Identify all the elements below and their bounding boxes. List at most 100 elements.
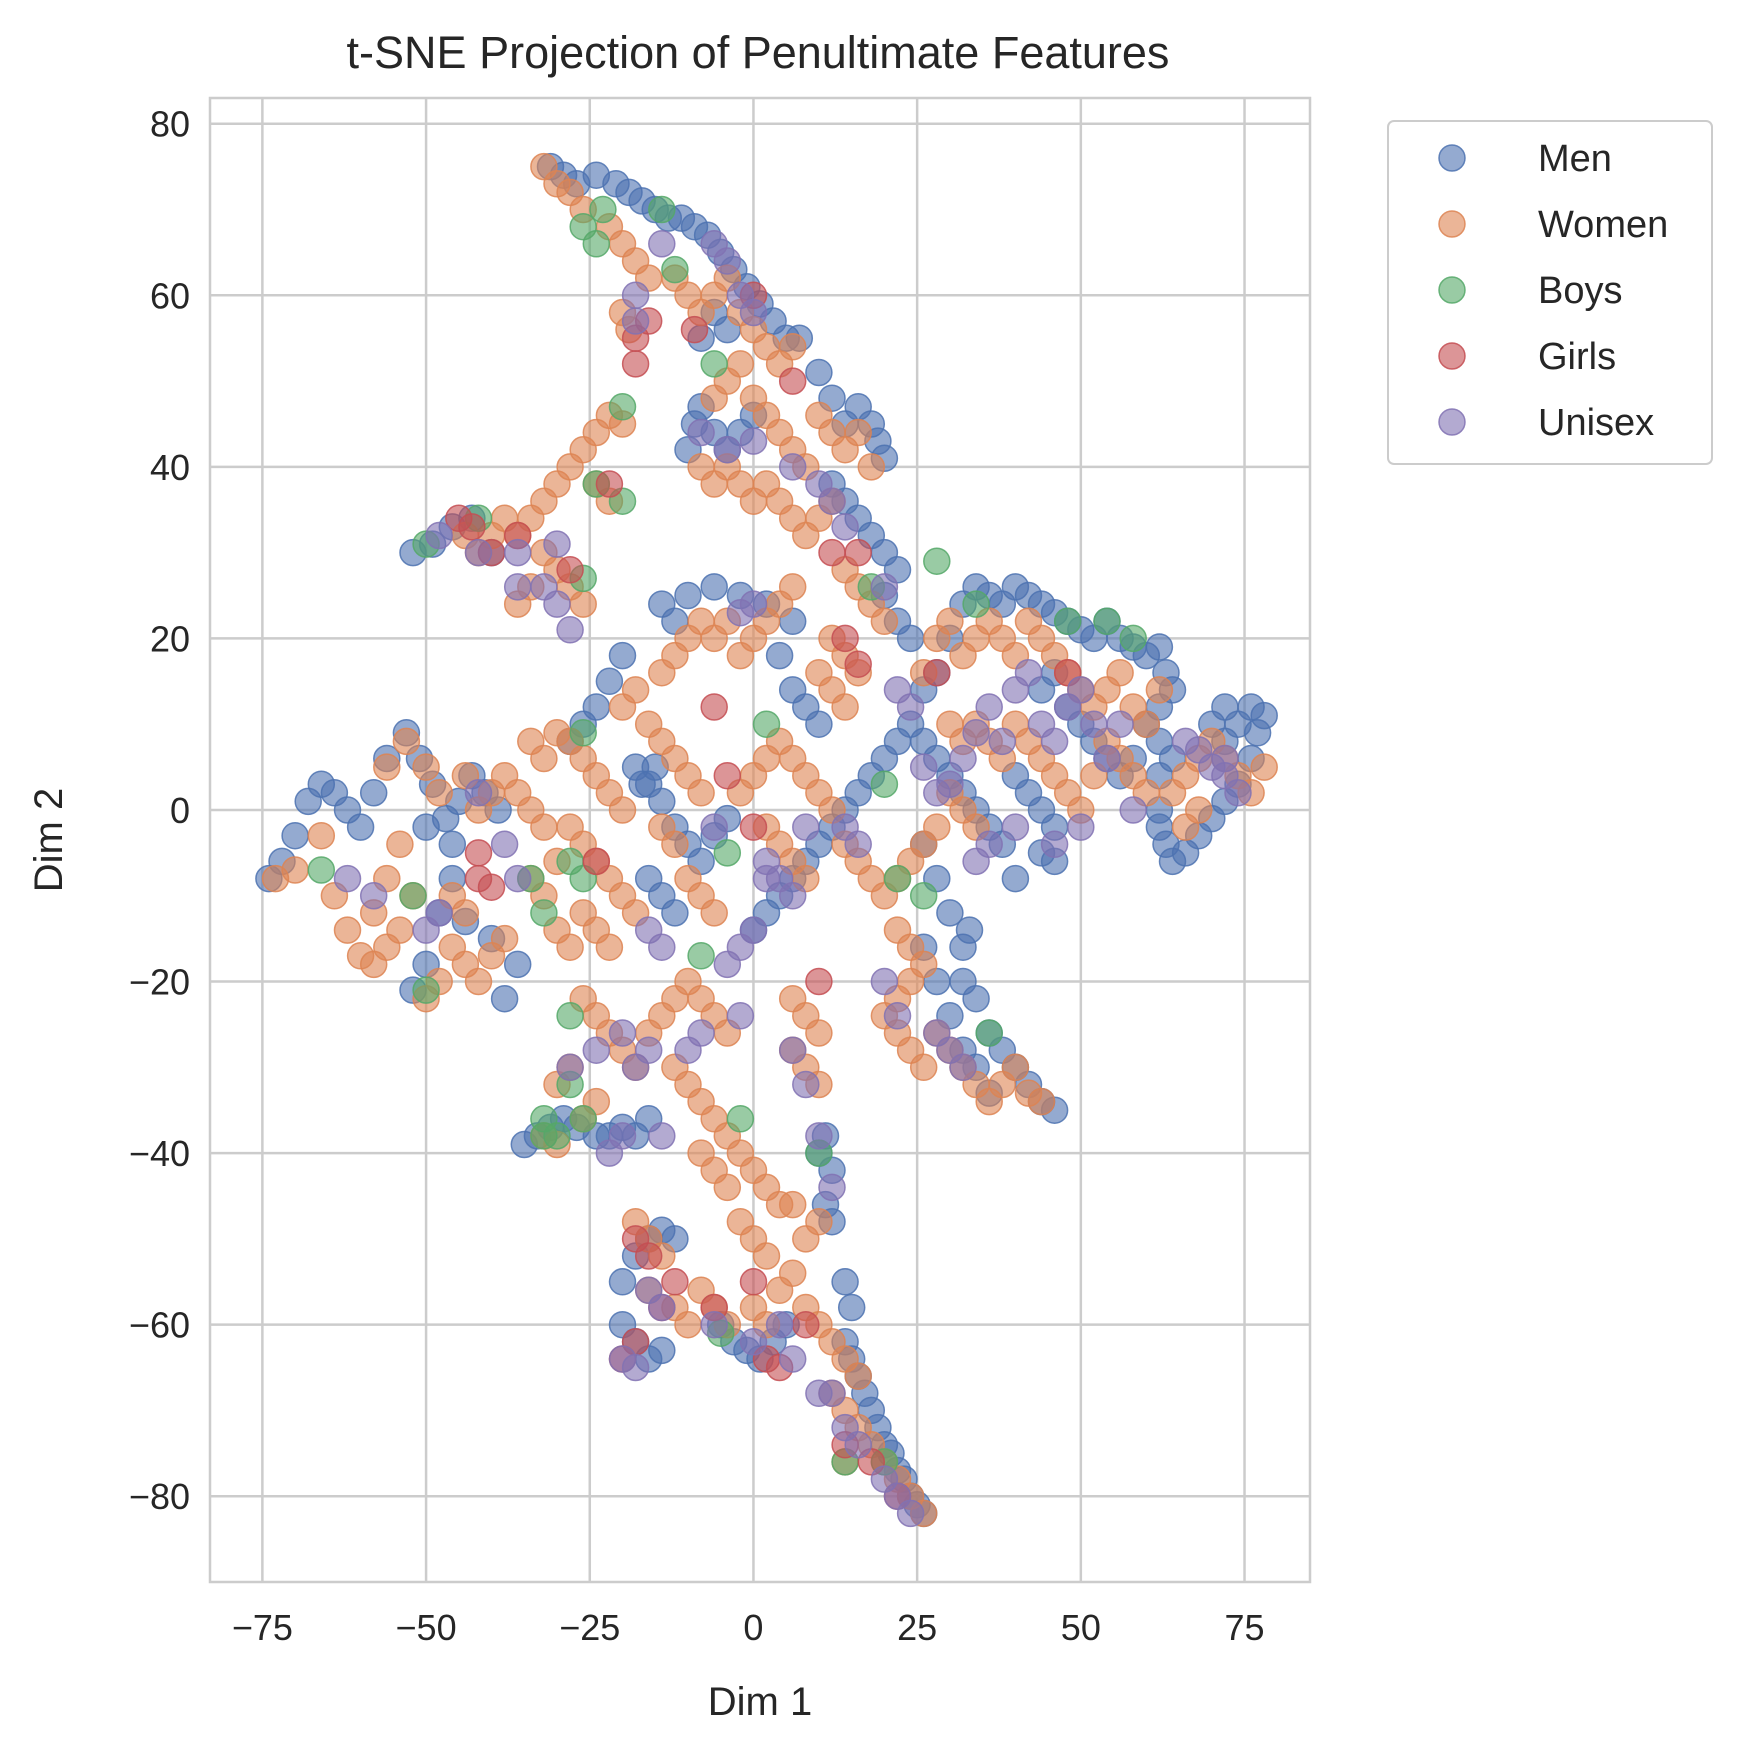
point-women [909,1053,938,1082]
point-boys [726,1105,755,1133]
point-boys [569,1105,597,1133]
point-unisex [412,916,440,944]
point-women [805,1019,833,1047]
point-women [451,899,480,927]
point-girls [713,761,742,790]
point-women [687,779,715,807]
y-tick-label: 20 [150,618,190,659]
point-unisex [805,1122,833,1150]
point-unisex [595,1139,624,1167]
point-unisex [634,1036,663,1064]
point-girls [739,1268,768,1296]
point-unisex [543,530,571,558]
point-unisex [739,298,768,327]
point-women [359,950,388,979]
point-unisex [648,1293,676,1322]
point-unisex [870,573,899,601]
point-women [778,333,807,361]
point-unisex [556,1053,584,1082]
point-boys [569,719,597,747]
point-boys [975,1019,1003,1047]
point-women [412,753,440,781]
point-women [530,813,558,841]
point-unisex [556,616,584,644]
point-men [595,667,624,696]
point-unisex [988,727,1017,756]
point-girls [739,813,768,841]
point-unisex [778,1345,807,1373]
point-men [936,899,964,927]
point-boys [1053,607,1082,636]
y-tick-label: −60 [129,1305,190,1346]
point-unisex [359,882,388,910]
point-boys [923,547,951,575]
point-unisex [792,813,820,841]
point-unisex [687,418,715,447]
point-girls [923,658,951,687]
point-unisex [700,813,728,841]
point-boys [752,710,781,738]
point-women [778,1259,807,1287]
point-men [608,1268,637,1296]
point-women [1132,710,1161,738]
point-boys [543,1122,571,1150]
point-unisex [1014,658,1043,687]
point-unisex [739,427,768,455]
y-tick-label: 0 [170,790,190,831]
y-tick-label: −80 [129,1476,190,1517]
point-girls [831,624,859,653]
point-unisex [962,847,990,876]
point-girls [634,1242,663,1270]
point-unisex [1080,710,1108,738]
point-women [1027,1087,1056,1116]
point-unisex [818,487,846,515]
point-women [831,693,859,721]
point-men [805,710,833,738]
point-unisex [896,1499,925,1528]
plot-area [208,96,1312,1584]
point-women [569,590,597,618]
point-women [464,967,493,996]
point-women [844,418,872,447]
point-men [490,984,519,1013]
legend-label-women: Women [1538,204,1668,246]
point-unisex [752,864,781,893]
point-unisex [621,1353,650,1382]
point-boys [608,393,637,421]
point-men [661,899,689,927]
point-women [844,1362,872,1390]
legend-label-girls: Girls [1538,336,1616,378]
point-unisex [1106,710,1134,738]
point-unisex [792,1070,820,1099]
point-men [1211,693,1239,721]
x-tick-label: 25 [897,1607,937,1648]
point-unisex [464,538,493,567]
point-women [373,753,401,781]
point-unisex [713,247,742,275]
point-unisex [621,307,650,335]
point-men [608,641,637,670]
point-girls [556,556,584,584]
point-boys [870,770,899,798]
point-women [333,916,362,944]
x-tick-label: 75 [1225,1607,1265,1648]
point-girls [621,350,650,378]
point-unisex [333,864,362,893]
point-girls [844,538,872,567]
point-boys [713,839,742,867]
legend-label-unisex: Unisex [1538,402,1654,444]
point-unisex [1067,813,1095,841]
point-girls [818,538,846,567]
point-unisex [1001,813,1030,841]
point-girls [792,1310,820,1339]
point-boys [909,882,938,910]
point-boys [962,590,990,618]
point-boys [530,899,558,927]
point-women [490,924,519,953]
point-men [359,779,388,807]
point-girls [458,513,486,541]
y-tick-label: −20 [129,962,190,1003]
legend-box [1387,120,1713,465]
point-unisex [621,281,650,310]
point-women [1106,658,1134,687]
